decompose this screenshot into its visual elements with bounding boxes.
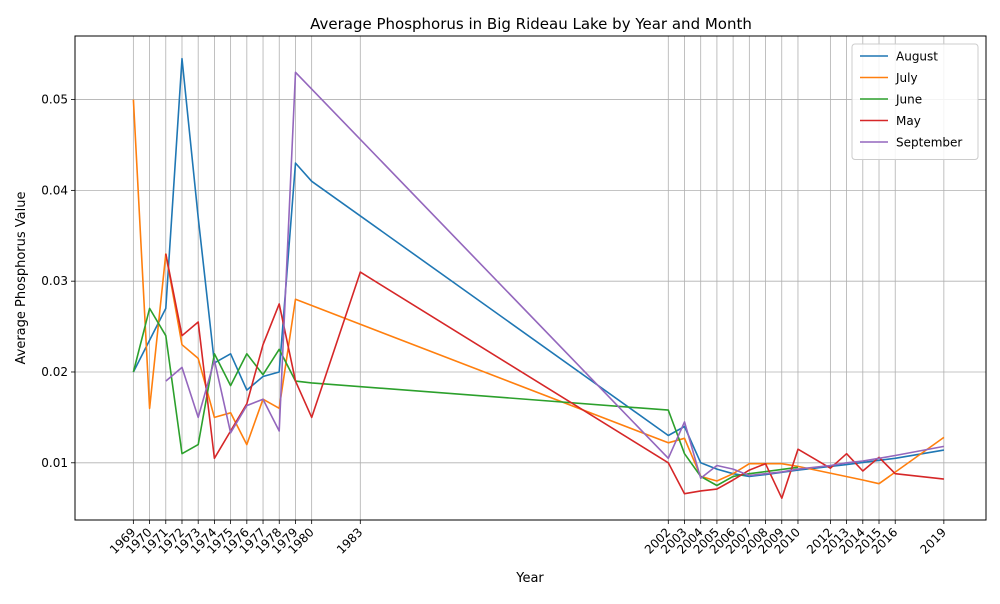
y-tick-label: 0.03 bbox=[41, 274, 68, 288]
series-lines bbox=[132, 57, 945, 500]
grid bbox=[75, 36, 986, 520]
y-tick-label: 0.05 bbox=[41, 93, 68, 107]
legend-label: July bbox=[895, 71, 918, 85]
y-tick-label: 0.04 bbox=[41, 183, 68, 197]
chart-title: Average Phosphorus in Big Rideau Lake by… bbox=[310, 15, 752, 33]
plot-frame bbox=[74, 35, 987, 521]
x-axis-ticks: 1969197019711972197319741975197619771978… bbox=[107, 520, 949, 557]
legend-label: June bbox=[895, 93, 922, 107]
x-tick-label: 1983 bbox=[334, 525, 365, 556]
legend-label: September bbox=[896, 136, 962, 150]
series-line-june bbox=[132, 307, 799, 487]
legend: August July June May September bbox=[851, 43, 979, 160]
legend-label: May bbox=[896, 114, 921, 128]
x-tick-label: 2019 bbox=[917, 525, 948, 556]
y-tick-label: 0.02 bbox=[41, 365, 68, 379]
legend-label: August bbox=[896, 50, 938, 64]
series-line-september bbox=[165, 71, 945, 480]
y-axis-ticks: 0.01 0.02 0.03 0.04 0.05 bbox=[41, 93, 75, 470]
x-axis-label: Year bbox=[515, 571, 544, 586]
y-axis-label: Average Phosphorus Value bbox=[14, 192, 29, 365]
series-line-august bbox=[132, 57, 945, 478]
series-line-july bbox=[132, 99, 945, 485]
legend-box bbox=[851, 43, 979, 160]
series-line-may bbox=[165, 253, 944, 500]
y-tick-label: 0.01 bbox=[41, 456, 68, 470]
